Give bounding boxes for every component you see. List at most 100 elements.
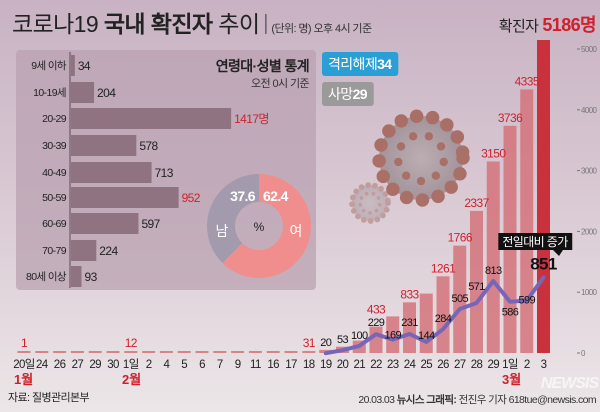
x-tick-label: 16 bbox=[267, 359, 279, 371]
x-tick-label: 29 bbox=[487, 359, 499, 371]
total-label: 433 bbox=[367, 303, 386, 317]
coronavirus-illustration bbox=[349, 109, 470, 224]
age-category-label: 20-29 bbox=[42, 113, 67, 125]
total-labels: 1 12 31 433 833 1261 1766 2337 3150 3736 4335 bbox=[21, 74, 540, 350]
x-tick-label: 5 bbox=[181, 359, 187, 371]
page-title: 코로나19 국내 확진자 추이 bbox=[12, 11, 259, 37]
x-tick-label: 28 bbox=[471, 359, 483, 371]
source-note: 자료: 질병관리본부 bbox=[8, 391, 90, 404]
age-bar bbox=[71, 108, 232, 129]
x-tick-label: 3 bbox=[541, 359, 547, 371]
x-tick-label: 20 bbox=[337, 359, 349, 371]
x-tick-label: 21 bbox=[353, 359, 365, 371]
total-bar bbox=[486, 161, 500, 353]
age-value-label: 93 bbox=[85, 270, 98, 284]
total-bar bbox=[419, 293, 433, 353]
daily-increase-label: 20 bbox=[320, 337, 332, 349]
total-bar bbox=[537, 40, 550, 353]
total-label: 1766 bbox=[448, 231, 473, 245]
age-bar bbox=[71, 213, 139, 234]
x-tick-label: 2 bbox=[146, 359, 152, 371]
daily-increase-label: 231 bbox=[401, 317, 418, 329]
x-tick-label: 1일 bbox=[502, 357, 518, 371]
x-tick-label: 1일 bbox=[123, 357, 139, 371]
total-bar bbox=[35, 351, 49, 353]
total-label: 확진자 bbox=[499, 18, 539, 35]
daily-increase-label: 813 bbox=[485, 265, 502, 277]
daily-increase-label: 505 bbox=[451, 293, 468, 305]
daily-increase-label: 571 bbox=[468, 281, 485, 293]
total-label: 1 bbox=[21, 336, 28, 350]
total-label: 833 bbox=[400, 287, 419, 301]
total-bar bbox=[231, 351, 245, 353]
total-bar bbox=[386, 316, 400, 353]
x-axis-labels: 20일 24 26 27 29 30 1일 2 4 5 6 7 9 11 16 17 18 19 20 21 22 23 2… bbox=[13, 357, 547, 371]
x-tick-label: 4 bbox=[164, 359, 171, 371]
age-value-label: 713 bbox=[155, 166, 174, 180]
x-tick-label: 7 bbox=[217, 359, 223, 371]
age-category-label: 10-19세 bbox=[33, 87, 66, 99]
callout: 전일대비 증가 bbox=[498, 233, 573, 256]
total-label: 12 bbox=[125, 336, 138, 350]
age-gender-panel: 연령대·성별 통계 오전 0시 기준 9세 이하 34 10-19세 204 20-29… bbox=[16, 50, 316, 290]
x-tick-label: 27 bbox=[72, 359, 84, 371]
total-bar bbox=[142, 351, 156, 353]
daily-increase-label: 229 bbox=[368, 317, 385, 329]
age-category-label: 9세 이하 bbox=[31, 59, 67, 72]
x-tick-label: 26 bbox=[437, 359, 449, 371]
total-value: 5186명 bbox=[542, 15, 596, 35]
total-bar bbox=[453, 245, 467, 353]
x-tick-label: 18 bbox=[303, 359, 315, 371]
age-bar bbox=[71, 162, 152, 183]
male-label: 남 bbox=[216, 223, 229, 239]
total-bar bbox=[124, 351, 138, 353]
released-badge-bg bbox=[322, 52, 399, 76]
daily-increase-label: 599 bbox=[518, 294, 535, 306]
deaths-badge: 사망29 bbox=[322, 82, 374, 106]
gender-donut: 62.4 37.6 여 남% bbox=[207, 174, 312, 279]
credit: 20.03.03 뉴시스 그래픽: 전진우 기자 618tue@newsis.c… bbox=[358, 393, 597, 406]
age-value-label: 224 bbox=[99, 244, 118, 258]
daily-increase-label: 144 bbox=[418, 330, 435, 342]
y-tick-label: 1000 bbox=[581, 288, 598, 297]
y-tick-label: 0 bbox=[581, 349, 586, 358]
age-category-label: 60-69 bbox=[42, 218, 67, 230]
total-bar bbox=[284, 351, 298, 353]
total-label: 3736 bbox=[498, 111, 523, 125]
newsis-logo: NEWSIS bbox=[541, 375, 599, 392]
daily-increase-label: 586 bbox=[502, 307, 519, 319]
total-bar bbox=[106, 351, 120, 353]
callout-box bbox=[498, 233, 573, 250]
virus-icon bbox=[349, 182, 391, 224]
age-bar bbox=[71, 240, 97, 261]
total-bar bbox=[177, 351, 191, 353]
x-tick-label: 22 bbox=[370, 359, 382, 371]
deaths-badge-bg bbox=[322, 82, 374, 106]
male-percent: 37.6 bbox=[230, 188, 256, 204]
x-tick-label: 23 bbox=[387, 359, 399, 371]
x-tick-label: 19 bbox=[320, 359, 332, 371]
female-label: 여 bbox=[290, 223, 303, 239]
age-category-label: 30-39 bbox=[42, 140, 67, 152]
total-label: 31 bbox=[303, 336, 316, 350]
x-tick-label: 11 bbox=[250, 359, 261, 371]
total-bar bbox=[266, 351, 280, 353]
title-divider bbox=[265, 14, 267, 34]
total-label: 4335 bbox=[515, 74, 540, 88]
total-bar bbox=[248, 351, 262, 353]
x-tick-label: 24 bbox=[404, 359, 417, 371]
age-category-label: 70-79 bbox=[42, 245, 67, 257]
donut-center-label: % bbox=[254, 220, 265, 234]
daily-increase-line bbox=[323, 275, 546, 356]
month-mar: 3월 bbox=[502, 372, 521, 387]
y-tick-label: 5000 bbox=[581, 45, 598, 54]
total-label: 2337 bbox=[464, 196, 489, 210]
age-category-label: 80세 이상 bbox=[26, 271, 67, 283]
y-tick-label: 4000 bbox=[581, 106, 598, 115]
released-badge-text: 격리해제34 bbox=[328, 56, 392, 72]
total-label: 3150 bbox=[481, 146, 506, 160]
month-jan: 1월 bbox=[14, 372, 33, 387]
x-tick-label: 26 bbox=[54, 359, 66, 371]
header: 코로나19 국내 확진자 추이 (단위: 명) 오후 4시 기준 확진자 518… bbox=[12, 11, 597, 37]
